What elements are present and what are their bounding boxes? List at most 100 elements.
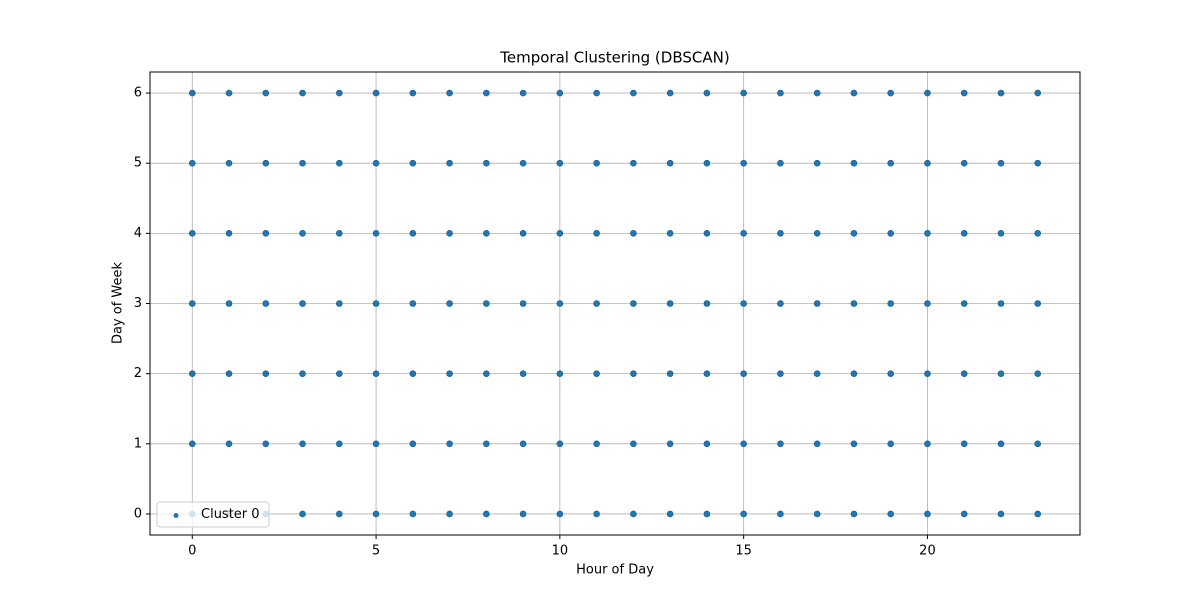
point bbox=[630, 89, 637, 97]
point bbox=[703, 230, 711, 237]
legend-label: Cluster 0 bbox=[201, 507, 260, 522]
point bbox=[887, 510, 894, 518]
point bbox=[593, 159, 600, 167]
point bbox=[188, 89, 196, 97]
point bbox=[777, 510, 784, 518]
point bbox=[593, 370, 600, 377]
point bbox=[262, 230, 270, 237]
point bbox=[997, 440, 1005, 448]
point bbox=[850, 230, 858, 237]
point bbox=[262, 159, 270, 167]
point bbox=[225, 230, 233, 237]
point bbox=[225, 89, 233, 97]
x-tick-label: 0 bbox=[188, 544, 196, 559]
point bbox=[740, 159, 747, 167]
y-tick-label: 3 bbox=[134, 296, 142, 311]
point bbox=[813, 89, 821, 97]
point bbox=[446, 230, 453, 237]
legend: Cluster 0 bbox=[156, 501, 270, 528]
point bbox=[850, 370, 858, 377]
point bbox=[850, 440, 858, 448]
point bbox=[519, 440, 527, 448]
point bbox=[299, 230, 306, 237]
point bbox=[188, 440, 196, 448]
point bbox=[850, 510, 858, 518]
point bbox=[262, 440, 270, 448]
point bbox=[813, 230, 821, 237]
point bbox=[813, 159, 821, 167]
point bbox=[409, 89, 417, 97]
point bbox=[703, 510, 711, 518]
point bbox=[997, 370, 1005, 377]
point bbox=[409, 300, 417, 307]
point bbox=[446, 440, 453, 448]
point bbox=[887, 370, 894, 377]
point bbox=[997, 300, 1005, 307]
point bbox=[630, 230, 637, 237]
point bbox=[225, 159, 233, 167]
chart-title: Temporal Clustering (DBSCAN) bbox=[499, 49, 729, 67]
point bbox=[1034, 510, 1042, 518]
point bbox=[299, 370, 306, 377]
point bbox=[1034, 440, 1042, 448]
point bbox=[924, 370, 931, 377]
point bbox=[262, 89, 270, 97]
point bbox=[960, 230, 968, 237]
x-tick-label: 5 bbox=[372, 544, 380, 559]
point bbox=[1034, 300, 1042, 307]
point bbox=[924, 440, 931, 448]
point bbox=[483, 370, 490, 377]
point bbox=[556, 230, 564, 237]
point bbox=[666, 159, 674, 167]
point bbox=[225, 300, 233, 307]
point bbox=[188, 159, 196, 167]
point bbox=[924, 89, 931, 97]
point bbox=[960, 370, 968, 377]
point bbox=[960, 510, 968, 518]
point bbox=[336, 510, 343, 518]
point bbox=[666, 510, 674, 518]
point bbox=[960, 300, 968, 307]
point bbox=[593, 510, 600, 518]
point bbox=[336, 300, 343, 307]
legend-box bbox=[156, 501, 270, 528]
point bbox=[887, 230, 894, 237]
x-tick-label: 10 bbox=[552, 544, 569, 559]
point bbox=[409, 159, 417, 167]
point bbox=[336, 370, 343, 377]
point bbox=[924, 300, 931, 307]
point bbox=[850, 89, 858, 97]
point bbox=[887, 440, 894, 448]
point bbox=[446, 89, 453, 97]
point bbox=[519, 159, 527, 167]
point bbox=[336, 440, 343, 448]
point bbox=[777, 440, 784, 448]
point bbox=[666, 89, 674, 97]
point bbox=[777, 230, 784, 237]
point bbox=[372, 230, 380, 237]
point bbox=[483, 440, 490, 448]
point bbox=[262, 300, 270, 307]
point bbox=[483, 159, 490, 167]
point bbox=[924, 230, 931, 237]
point bbox=[887, 89, 894, 97]
point bbox=[666, 230, 674, 237]
point bbox=[409, 230, 417, 237]
point bbox=[556, 510, 564, 518]
point bbox=[850, 300, 858, 307]
point bbox=[1034, 89, 1042, 97]
point bbox=[556, 440, 564, 448]
point bbox=[556, 89, 564, 97]
point bbox=[924, 159, 931, 167]
point bbox=[630, 440, 637, 448]
point bbox=[556, 300, 564, 307]
point bbox=[740, 510, 747, 518]
point bbox=[483, 89, 490, 97]
point bbox=[409, 440, 417, 448]
y-axis-label: Day of Week bbox=[111, 261, 126, 344]
point bbox=[666, 370, 674, 377]
point bbox=[372, 440, 380, 448]
point bbox=[630, 510, 637, 518]
point bbox=[630, 370, 637, 377]
